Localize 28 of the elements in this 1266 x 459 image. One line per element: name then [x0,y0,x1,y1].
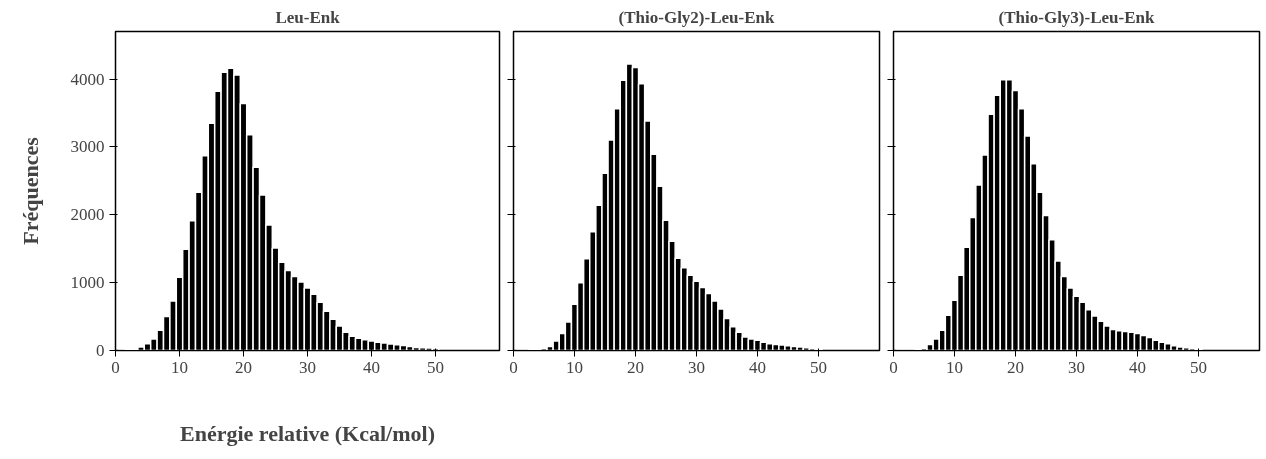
x-tick-label: 20 [627,357,644,377]
chart-title: Leu-Enk [275,7,341,27]
x-tick-label: 50 [1190,357,1207,377]
x-tick-label: 0 [889,357,898,377]
y-tick-label: 3000 [70,137,105,157]
x-tick-label: 40 [749,357,766,377]
x-tick-label: 10 [171,357,188,377]
y-tick-label: 4000 [70,69,105,89]
x-tick-label: 30 [299,357,316,377]
x-tick-label: 50 [810,357,827,377]
chart-title: (Thio-Gly3)-Leu-Enk [998,7,1155,27]
x-tick-label: 10 [946,357,963,377]
x-tick-label: 20 [1007,357,1024,377]
x-tick-label: 0 [509,357,518,377]
x-tick-label: 30 [1068,357,1085,377]
y-axis-title: Fréquences [17,136,43,245]
y-tick-label: 0 [96,341,105,360]
x-tick-label: 30 [688,357,705,377]
x-axis-title: Enérgie relative (Kcal/mol) [180,420,435,446]
chart-title: (Thio-Gly2)-Leu-Enk [618,7,775,27]
y-tick-label: 2000 [70,205,105,225]
x-tick-label: 0 [111,357,120,377]
x-tick-label: 10 [566,357,583,377]
x-tick-label: 40 [1129,357,1146,377]
x-tick-label: 50 [427,357,444,377]
y-tick-label: 1000 [70,273,105,293]
x-tick-label: 40 [363,357,380,377]
x-tick-label: 20 [235,357,252,377]
